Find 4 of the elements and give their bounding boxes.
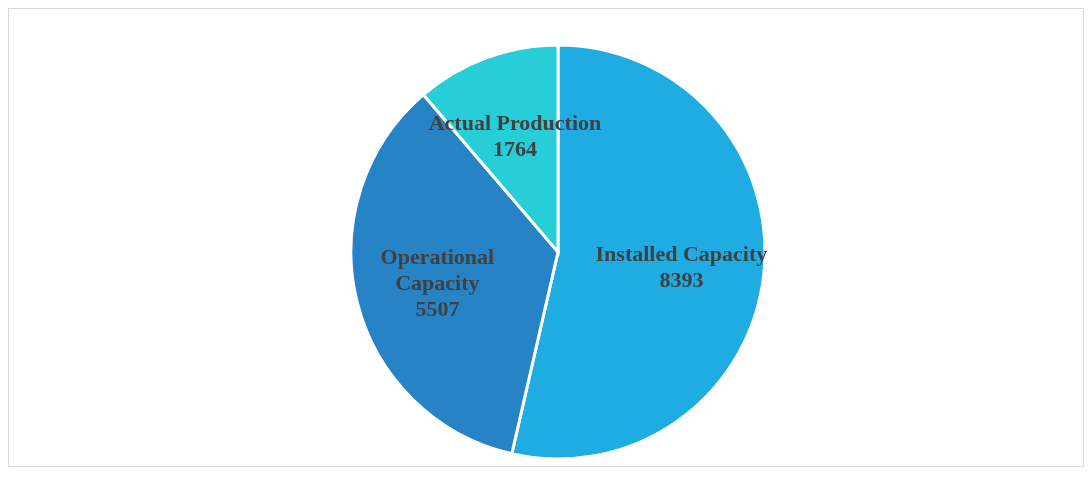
data-label: 5507 [415,295,460,321]
data-label: 1764 [492,135,537,161]
slice-label: Operational Capacity [380,243,495,295]
data-label: 8393 [659,266,704,292]
